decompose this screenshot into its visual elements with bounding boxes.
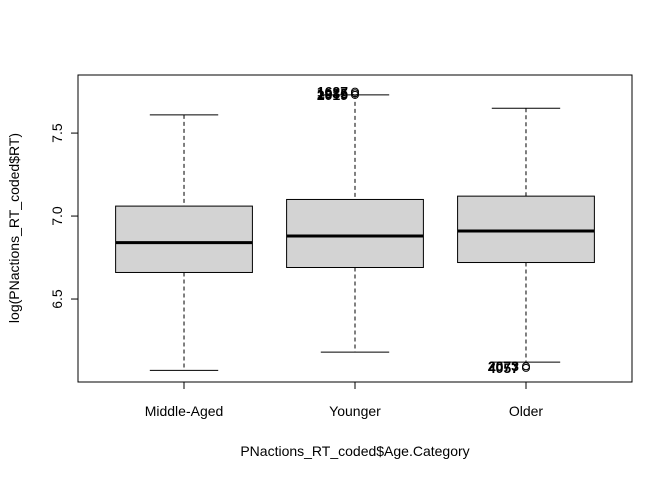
outlier-label: 2073 [488,358,519,374]
outlier-label: 1935 [317,85,348,101]
x-axis-title: PNactions_RT_coded$Age.Category [240,443,469,459]
outlier-label: 4057 [488,360,519,376]
x-tick-label: Middle-Aged [145,403,224,419]
y-tick-label: 6.5 [49,289,65,309]
y-axis-title: log(PNactions_RT_coded$RT) [6,133,22,323]
box [286,198,424,268]
y-tick-label: 7.5 [49,123,65,143]
y-tick-label: 7.0 [49,206,65,226]
box [115,205,253,273]
outlier-label: 2019 [317,87,348,103]
box [457,195,595,264]
outlier-label: 1627 [317,84,348,100]
outlier [351,87,359,96]
outlier [521,362,530,371]
x-tick-label: Younger [329,403,381,419]
outlier [521,363,530,372]
x-tick-label: Older [509,403,544,419]
